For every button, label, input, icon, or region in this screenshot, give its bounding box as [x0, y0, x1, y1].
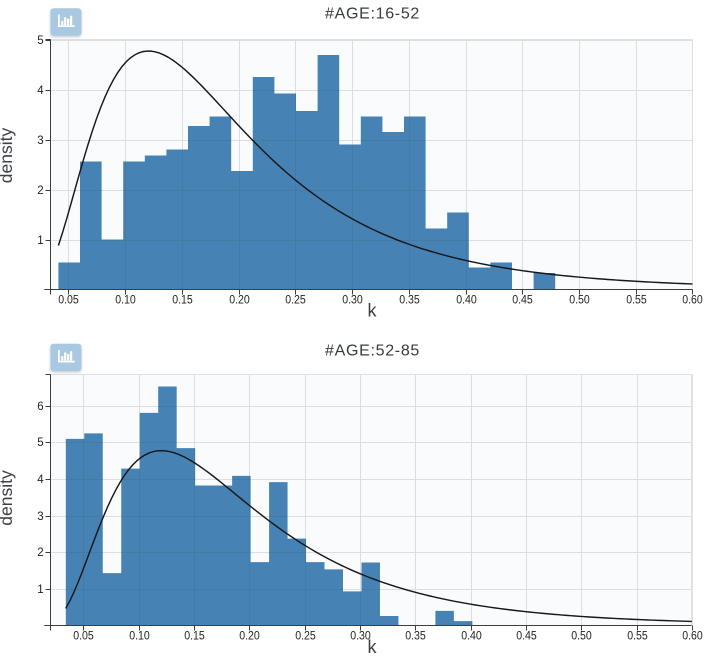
- svg-text:0.20: 0.20: [239, 630, 260, 642]
- svg-text:0.30: 0.30: [350, 630, 371, 642]
- svg-text:6: 6: [37, 401, 43, 413]
- svg-text:#AGE:16-52: #AGE:16-52: [325, 5, 420, 22]
- svg-text:0.60: 0.60: [682, 630, 703, 642]
- svg-text:0.20: 0.20: [229, 294, 250, 306]
- svg-text:0.60: 0.60: [682, 294, 703, 306]
- svg-text:0.05: 0.05: [73, 630, 94, 642]
- svg-text:0.55: 0.55: [627, 630, 648, 642]
- svg-text:0.30: 0.30: [342, 294, 363, 306]
- svg-text:1: 1: [37, 584, 43, 596]
- svg-text:0.35: 0.35: [405, 630, 426, 642]
- svg-text:0.40: 0.40: [461, 630, 482, 642]
- svg-text:0.40: 0.40: [456, 294, 477, 306]
- svg-text:0.35: 0.35: [399, 294, 420, 306]
- svg-text:4: 4: [37, 474, 44, 486]
- svg-text:k: k: [368, 637, 378, 657]
- svg-text:0.15: 0.15: [172, 294, 193, 306]
- svg-text:0.50: 0.50: [571, 630, 592, 642]
- svg-text:5: 5: [37, 35, 43, 47]
- svg-text:1: 1: [37, 235, 43, 247]
- svg-text:#AGE:52-85: #AGE:52-85: [325, 343, 420, 360]
- svg-text:0.45: 0.45: [512, 294, 533, 306]
- svg-text:0.10: 0.10: [115, 294, 136, 306]
- svg-text:3: 3: [37, 511, 43, 523]
- svg-text:0.50: 0.50: [569, 294, 590, 306]
- svg-text:0.55: 0.55: [626, 294, 647, 306]
- svg-text:0.25: 0.25: [285, 294, 306, 306]
- svg-text:0.45: 0.45: [516, 630, 537, 642]
- svg-text:3: 3: [37, 135, 43, 147]
- svg-text:0.10: 0.10: [129, 630, 150, 642]
- svg-text:4: 4: [37, 85, 44, 97]
- svg-text:0.15: 0.15: [184, 630, 205, 642]
- svg-text:2: 2: [37, 547, 43, 559]
- svg-text:0.25: 0.25: [295, 630, 316, 642]
- svg-text:2: 2: [37, 185, 43, 197]
- svg-text:density: density: [0, 128, 16, 184]
- svg-text:5: 5: [37, 437, 43, 449]
- svg-text:0.05: 0.05: [58, 294, 79, 306]
- svg-text:density: density: [0, 470, 16, 526]
- svg-text:k: k: [368, 300, 378, 320]
